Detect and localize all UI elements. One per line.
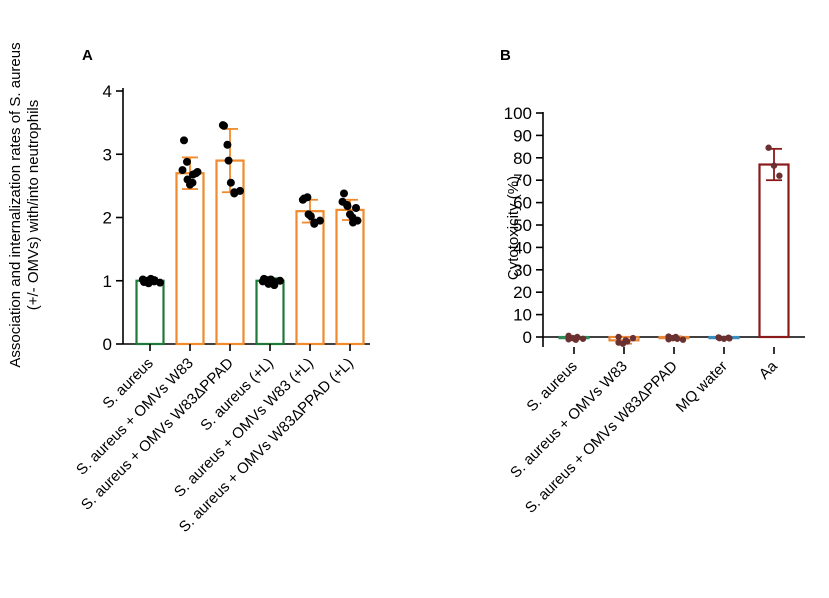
panel-a-data-point — [224, 156, 233, 165]
panel-a-y-ticks: 0 1 2 3 4 — [103, 82, 123, 354]
panel-a-data-point — [306, 212, 315, 221]
panel-a-data-point — [226, 178, 235, 187]
panel-a-data-point — [192, 169, 200, 178]
panel-a-bar — [335, 208, 365, 346]
panel-b-data-point — [770, 162, 778, 169]
panel-a-data-point — [180, 136, 188, 145]
panel-b-data-point — [624, 338, 631, 345]
panel-a-bar — [295, 210, 325, 346]
panel-a-data-point — [343, 202, 352, 211]
panel-b-data-point — [615, 333, 622, 341]
panel-b-data-point — [579, 335, 587, 342]
panel-a-data-point — [353, 216, 362, 225]
panel-a-data-point — [183, 157, 191, 166]
panel-a-y-tick-label: 1 — [103, 272, 112, 291]
panel-b-y-tick-label: 80 — [513, 149, 532, 168]
panel-a-error-bars — [142, 128, 358, 285]
panel-b-x-tick-label: Aa — [756, 357, 781, 382]
panel-a-data-point — [236, 186, 244, 195]
panel-b-y-ticks: 0 10 20 30 40 50 60 70 80 90 100 — [504, 104, 543, 347]
panel-b-bar — [758, 163, 790, 339]
panel-a-data-point — [218, 121, 227, 130]
panel-b-y-tick-label: 60 — [513, 194, 532, 213]
panel-b-error-bars — [566, 147, 782, 345]
panel-b-points — [565, 144, 783, 347]
panel-a-letter: A — [82, 47, 93, 64]
panel-b-y-tick-label: 20 — [513, 283, 532, 302]
panel-b-data-point — [629, 334, 637, 342]
panel-b-data-point — [574, 333, 581, 341]
panel-a-data-point — [276, 276, 284, 285]
panel-a-points — [138, 121, 362, 290]
panel-b-data-point — [674, 335, 681, 342]
panel-a-y-tick-label: 0 — [103, 335, 112, 354]
panel-a-data-point — [340, 189, 348, 198]
panel-b-data-point — [726, 335, 733, 342]
panel-b-y-tick-label: 40 — [513, 238, 532, 257]
panel-a-y-tick-label: 2 — [103, 209, 112, 228]
panel-b: B Cytotoxicity (%) 0 10 20 30 40 50 60 70 80 90 10… — [500, 47, 805, 517]
panel-a-y-tick-label: 4 — [103, 82, 112, 101]
panel-b-y-tick-label: 10 — [513, 306, 532, 325]
panel-a-data-point — [156, 278, 164, 287]
panel-b-y-tick-label: 100 — [504, 104, 532, 123]
panel-b-y-tick-label: 90 — [513, 126, 532, 145]
panel-a-data-point — [270, 281, 279, 290]
panel-a: A Association and internalization rates … — [7, 42, 370, 536]
panel-a-data-point — [188, 178, 197, 187]
panel-b-y-tick-label: 30 — [513, 261, 532, 280]
panel-a-data-point — [316, 216, 324, 225]
panel-a-ylabel: Association and internalization rates of… — [7, 42, 42, 367]
panel-a-data-point — [178, 166, 187, 175]
panel-b-letter: B — [500, 47, 511, 64]
panel-a-bars — [135, 159, 365, 346]
panel-a-bar — [135, 279, 165, 346]
panel-a-data-point — [223, 140, 232, 149]
panel-b-bars — [558, 163, 790, 342]
panel-b-data-point — [765, 144, 772, 151]
panel-a-ylabel-line-1: Association and internalization rates of… — [7, 42, 24, 367]
panel-b-y-tick-label: 0 — [523, 328, 532, 347]
panel-a-bar — [255, 279, 285, 346]
panel-a-bar — [175, 172, 205, 346]
panel-a-data-point — [303, 193, 312, 202]
panel-b-y-tick-label: 70 — [513, 171, 532, 190]
panel-b-ylabel: Cytotoxicity (%) — [505, 176, 522, 280]
panel-b-y-tick-label: 50 — [513, 216, 532, 235]
panel-a-ylabel-line-2: (+/- OMVs) with/into neutrophils — [25, 100, 42, 311]
panel-b-x-tick-label: MQ water — [673, 358, 731, 416]
panel-b-data-point — [679, 336, 687, 343]
panel-a-y-tick-label: 3 — [103, 145, 112, 164]
panel-a-data-point — [352, 204, 360, 213]
panel-b-data-point — [776, 172, 783, 179]
